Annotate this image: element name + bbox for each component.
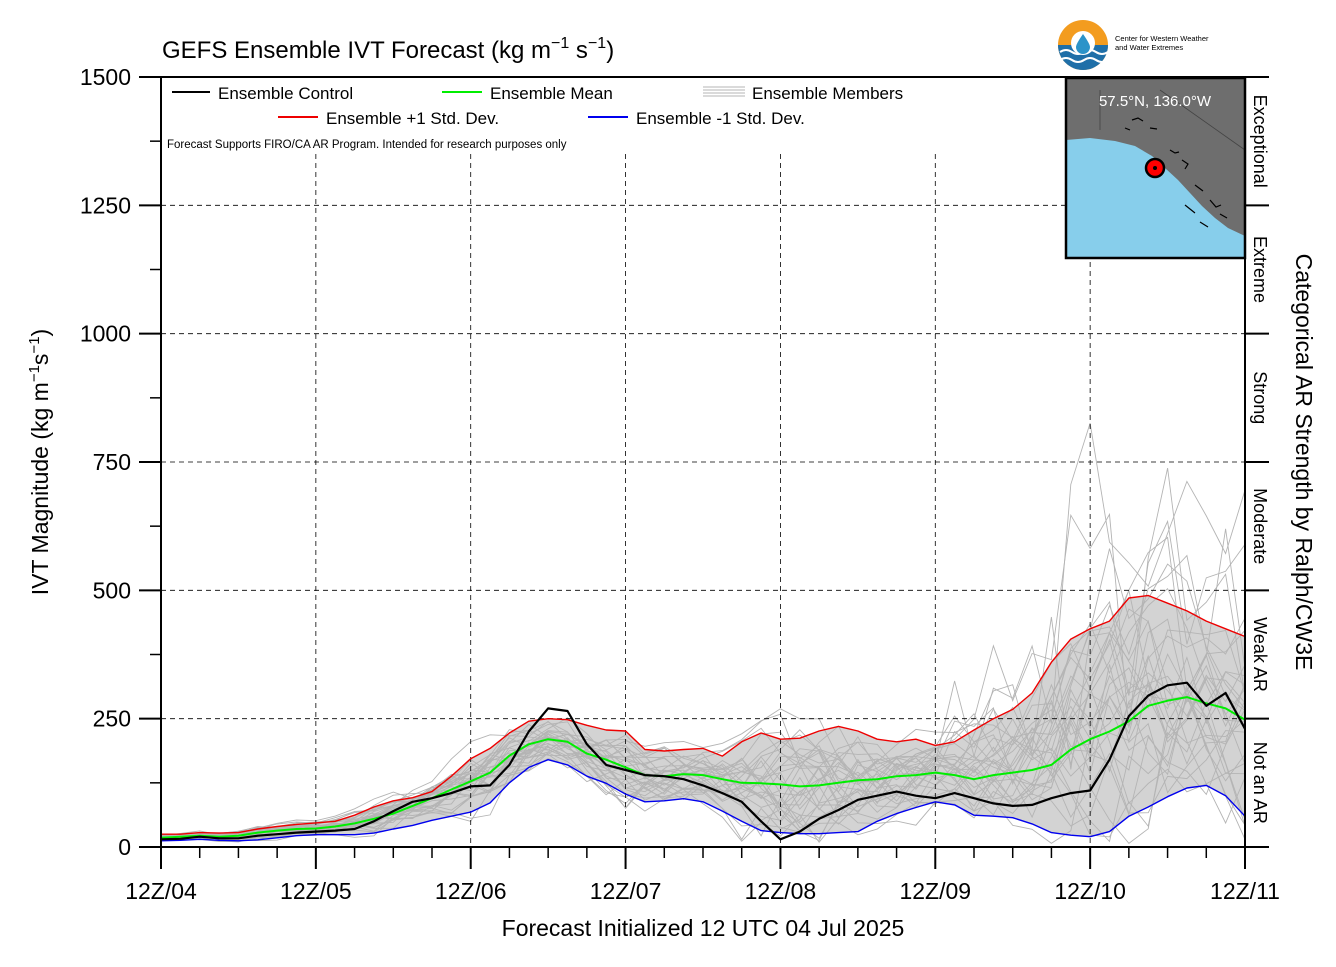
x-tick-label: 12Z/07	[590, 878, 662, 904]
legend-mean-label: Ensemble Mean	[490, 84, 613, 103]
series-line-mean	[160, 696, 1246, 839]
category-label: Moderate	[1250, 488, 1270, 564]
legend-members-label: Ensemble Members	[752, 84, 903, 103]
ensemble-member-line	[160, 589, 1246, 838]
logo-wave2-icon	[1059, 57, 1109, 63]
location-inset-map: 57.5°N, 136.0°W	[1064, 76, 1247, 260]
cw3e-logo: Center for Western Weather and Water Ext…	[1058, 20, 1209, 70]
category-axis-label: Categorical AR Strength by Ralph/CW3E	[1291, 254, 1317, 671]
category-label: Extreme	[1250, 236, 1270, 303]
y-tick-label: 1000	[80, 321, 131, 347]
category-label: Weak AR	[1250, 617, 1270, 692]
legend-control-label: Ensemble Control	[218, 84, 353, 103]
title-end: )	[606, 37, 614, 64]
y-axis: 0 250 500 750 1000 1250 1500	[80, 64, 161, 860]
ensemble-member-line	[160, 691, 1246, 839]
x-tick-label: 12Z/05	[280, 878, 352, 904]
ensemble-member-line	[160, 703, 1246, 838]
y-tick-label: 1500	[80, 64, 131, 90]
chart-title: GEFS Ensemble IVT Forecast (kg m−1 s−1)	[162, 35, 614, 64]
x-axis-label: Forecast Initialized 12 UTC 04 Jul 2025	[502, 915, 905, 941]
category-axis: Not an AR Weak AR Moderate Strong Extreme Exc…	[1245, 76, 1270, 848]
category-label: Strong	[1250, 371, 1270, 424]
research-note: Forecast Supports FIRO/CA AR Program. In…	[167, 139, 567, 151]
y-axis-label: IVT Magnitude (kg m−1s−1)	[26, 329, 53, 595]
x-tick-label: 12Z/10	[1054, 878, 1126, 904]
ylabel-sup1: −1	[26, 365, 43, 382]
ylabel-sup2: −1	[26, 336, 43, 353]
series-line-minus	[160, 759, 1246, 842]
y-tick-label: 0	[118, 834, 131, 860]
x-tick-label: 12Z/09	[899, 878, 971, 904]
legend-plus-label: Ensemble +1 Std. Dev.	[326, 109, 499, 128]
grid-group	[161, 154, 1245, 847]
x-tick-label: 12Z/04	[125, 878, 197, 904]
y-tick-label: 750	[93, 449, 131, 475]
legend-minus-label: Ensemble -1 Std. Dev.	[636, 109, 805, 128]
ensemble-member-line	[160, 618, 1246, 839]
x-tick-label: 12Z/11	[1210, 878, 1280, 904]
x-axis: 12Z/04 12Z/05 12Z/06 12Z/07 12Z/08 12Z/09 12Z/…	[125, 847, 1280, 904]
inset-ocean	[1066, 138, 1245, 258]
series-line-plus	[161, 594, 1246, 835]
category-label: Exceptional	[1250, 95, 1270, 188]
y-tick-label: 1250	[80, 192, 131, 218]
ylabel-main: IVT Magnitude (kg m	[27, 382, 53, 595]
location-marker-dot-icon	[1153, 166, 1157, 170]
x-tick-label: 12Z/06	[435, 878, 507, 904]
series-line-control	[160, 681, 1246, 841]
legend-members-swatch	[703, 86, 745, 97]
y-tick-label: 250	[93, 706, 131, 732]
legend: Ensemble Control Ensemble Mean Ensemble …	[167, 84, 903, 151]
category-label: Not an AR	[1250, 742, 1270, 824]
inset-coastline-icon	[1124, 117, 1228, 228]
ylabel-mid: s	[27, 354, 53, 366]
series-group	[160, 594, 1246, 842]
title-sup2: −1	[588, 35, 606, 52]
inset-frame	[1064, 76, 1247, 260]
title-main: GEFS Ensemble IVT Forecast (kg m	[162, 37, 551, 64]
inset-border-icon	[1099, 89, 1246, 151]
y-tick-label: 500	[93, 577, 131, 603]
inset-coordinate-label: 57.5°N, 136.0°W	[1099, 93, 1212, 110]
title-sup1: −1	[551, 35, 569, 52]
logo-text-line2: and Water Extremes	[1115, 43, 1183, 52]
logo-drop-icon	[1076, 34, 1090, 54]
x-tick-label: 12Z/08	[745, 878, 817, 904]
logo-text-line1: Center for Western Weather	[1115, 34, 1209, 43]
ylabel-end: )	[27, 329, 53, 337]
title-mid: s	[569, 37, 588, 64]
